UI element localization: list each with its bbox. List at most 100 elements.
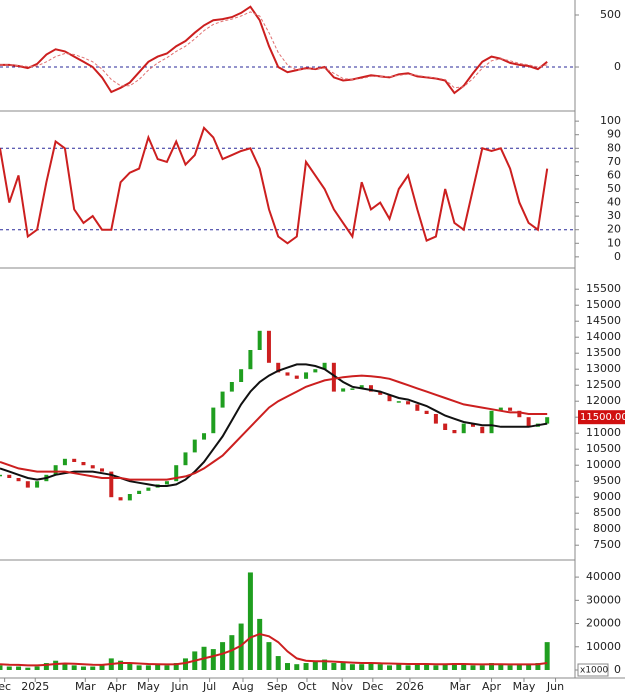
x-tick-label: Nov [331,680,353,693]
volume-bar [507,665,513,670]
candle [415,404,420,411]
candle [294,375,299,379]
unit-label: x1000 [580,666,609,676]
volume-bar [498,664,504,670]
volume-bar [164,665,170,670]
y-tick-label: 12500 [586,378,621,391]
volume-bar [34,666,40,670]
y-tick-label: 14000 [586,330,621,343]
volume-bar [53,660,59,670]
candle [285,372,290,376]
candle [248,350,253,370]
candle [508,407,513,411]
indicator-line [0,363,548,487]
x-tick-label: Jun [170,680,188,693]
volume-bar [43,663,49,670]
candle [489,410,494,434]
volume-bar [433,665,439,670]
y-tick-label: 90 [607,128,621,141]
candle [368,385,373,392]
volume-bar [285,663,290,670]
y-tick-label: 60 [607,168,621,181]
volume-bar [25,667,31,670]
y-tick-label: 0 [614,250,621,263]
volume-bar [461,664,467,670]
candle [461,423,466,434]
candle [211,407,216,434]
y-tick-label: 10000 [586,640,621,653]
volume-bar [145,665,151,670]
candle [313,369,318,373]
indicator-line [0,632,548,667]
volume-bar [90,666,96,670]
candle [239,369,244,382]
candle [192,439,197,453]
volume-bar [0,665,3,670]
unit-box [577,663,609,677]
volume-bar [16,666,22,670]
volume-bar [80,666,86,670]
candle [257,330,262,350]
x-tick-label: May [513,680,536,693]
candle [53,465,58,475]
candle [16,478,21,482]
candle [341,388,346,392]
y-tick-label: 9000 [593,490,621,503]
y-tick-label: 13000 [586,362,621,375]
last-price-box [578,410,625,425]
x-tick-label: ec [0,680,11,693]
volume-bar [294,664,300,670]
candle [164,481,169,485]
volume-bar [526,664,532,670]
y-tick-label: 10000 [586,458,621,471]
volume-bar [257,618,263,670]
candle [62,458,67,466]
x-tick-label: Sep [267,680,288,693]
volume-bar [322,659,328,670]
candle [109,471,114,498]
volume-bar [451,663,457,670]
volume-bar [99,665,105,670]
volume-bar [340,663,346,670]
candle [498,407,503,411]
candle [387,394,392,402]
candle [146,487,151,491]
volume-bar [182,658,188,670]
y-tick-label: 12000 [586,394,621,407]
y-tick-label: 70 [607,155,621,168]
candle [350,388,355,390]
y-tick-label: 80 [607,141,621,154]
volume-bar [405,665,411,670]
volume-bar [359,664,365,670]
volume-bar [266,642,272,670]
x-tick-label: Jun [546,680,564,693]
y-tick-label: 30000 [586,593,621,606]
y-tick-label: 20 [607,223,621,236]
candle [220,391,225,408]
candle [266,330,271,363]
y-tick-label: 8000 [593,522,621,535]
y-tick-label: 10 [607,236,621,249]
x-tick-label: Apr [482,680,502,693]
volume-bar [387,665,393,670]
y-tick-label: 15500 [586,282,621,295]
candle [202,433,207,440]
candle [480,426,485,434]
candle [452,430,457,434]
candle [127,494,132,501]
y-tick-label: 13500 [586,346,621,359]
y-tick-label: 50 [607,182,621,195]
x-tick-label: May [137,680,160,693]
candle [322,362,327,370]
y-tick-label: 9500 [593,474,621,487]
candle [72,458,77,462]
volume-bar [312,660,318,670]
volume-bar [127,663,133,670]
indicator-line [0,126,549,245]
candle [304,372,309,379]
candle [229,382,234,392]
volume-bar [118,660,124,670]
x-tick-label: Dec [362,680,383,693]
y-tick-label: 14500 [586,314,621,327]
